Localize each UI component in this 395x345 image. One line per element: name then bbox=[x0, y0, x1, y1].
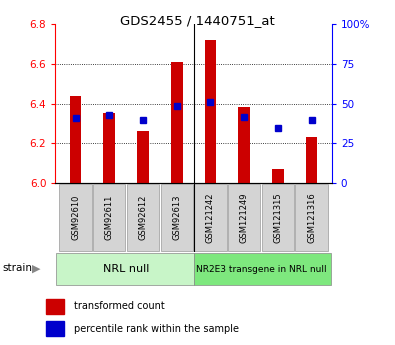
Bar bbox=[103, 114, 115, 183]
Bar bbox=[306, 137, 318, 183]
FancyBboxPatch shape bbox=[228, 184, 260, 251]
Text: GSM121249: GSM121249 bbox=[240, 192, 248, 243]
Bar bbox=[171, 62, 182, 183]
Text: percentile rank within the sample: percentile rank within the sample bbox=[74, 324, 239, 334]
Text: NRL null: NRL null bbox=[103, 264, 149, 274]
Text: GSM92612: GSM92612 bbox=[139, 195, 147, 240]
Text: GSM92610: GSM92610 bbox=[71, 195, 80, 240]
Text: NR2E3 transgene in NRL null: NR2E3 transgene in NRL null bbox=[196, 265, 326, 274]
Text: ▶: ▶ bbox=[32, 264, 41, 273]
Text: GSM92611: GSM92611 bbox=[105, 195, 114, 240]
Text: GSM121315: GSM121315 bbox=[273, 192, 282, 243]
FancyBboxPatch shape bbox=[194, 184, 227, 251]
Bar bbox=[272, 169, 284, 183]
FancyBboxPatch shape bbox=[56, 253, 194, 285]
FancyBboxPatch shape bbox=[127, 184, 159, 251]
Bar bbox=[238, 108, 250, 183]
Bar bbox=[47, 321, 64, 336]
Text: GSM92613: GSM92613 bbox=[172, 195, 181, 240]
Text: transformed count: transformed count bbox=[74, 301, 165, 311]
Bar bbox=[47, 299, 64, 314]
Text: strain: strain bbox=[2, 264, 32, 273]
FancyBboxPatch shape bbox=[59, 184, 92, 251]
FancyBboxPatch shape bbox=[93, 184, 126, 251]
Text: GSM121242: GSM121242 bbox=[206, 192, 215, 243]
FancyBboxPatch shape bbox=[194, 253, 331, 285]
FancyBboxPatch shape bbox=[295, 184, 328, 251]
Text: GDS2455 / 1440751_at: GDS2455 / 1440751_at bbox=[120, 14, 275, 27]
Bar bbox=[205, 40, 216, 183]
FancyBboxPatch shape bbox=[160, 184, 193, 251]
Text: GSM121316: GSM121316 bbox=[307, 192, 316, 243]
Bar bbox=[70, 96, 81, 183]
FancyBboxPatch shape bbox=[261, 184, 294, 251]
Bar bbox=[137, 131, 149, 183]
